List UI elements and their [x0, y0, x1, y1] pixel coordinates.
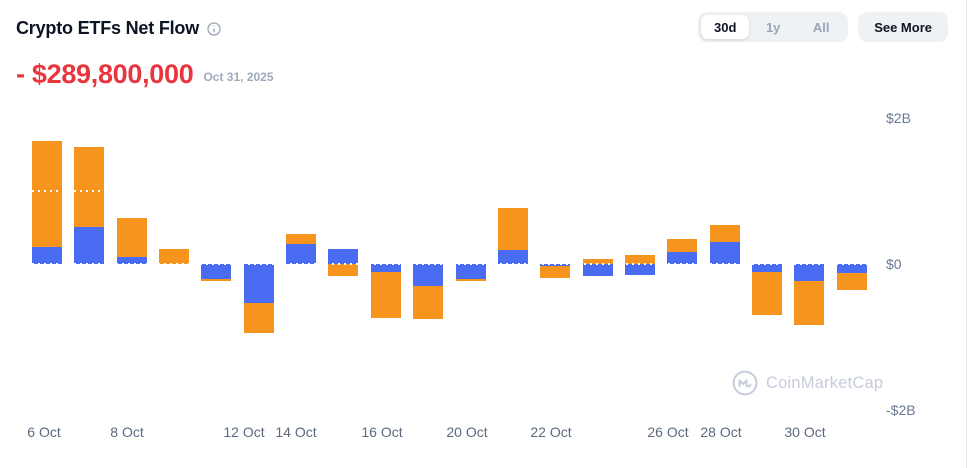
bar-segment-blue[interactable]: [116, 257, 147, 264]
bar-segment-blue[interactable]: [794, 264, 825, 281]
watermark-label: CoinMarketCap: [766, 373, 884, 392]
gridline-overlay: [20, 117, 870, 119]
x-axis-label: 8 Oct: [110, 424, 144, 440]
bar-segment-orange[interactable]: [159, 248, 190, 264]
bar-segment-blue[interactable]: [243, 264, 274, 304]
x-axis-label: 26 Oct: [647, 424, 689, 440]
bar-segment-blue[interactable]: [582, 264, 613, 277]
bar-segment-orange[interactable]: [667, 239, 698, 253]
bar-segment-blue[interactable]: [836, 264, 867, 273]
page-title: Crypto ETFs Net Flow: [16, 18, 200, 38]
bar-segment-blue[interactable]: [328, 248, 359, 264]
bar-segment-orange[interactable]: [582, 258, 613, 264]
header: Crypto ETFs Net Flow: [16, 18, 221, 39]
bar-segment-orange[interactable]: [74, 146, 105, 227]
bar-segment-orange[interactable]: [243, 303, 274, 333]
bar-segment-blue[interactable]: [455, 264, 486, 279]
range-button-1y[interactable]: 1y: [749, 15, 797, 39]
bar-segment-blue[interactable]: [201, 264, 232, 280]
y-axis-label: -$2B: [886, 402, 916, 418]
gridline-overlay: [20, 336, 870, 338]
gridline-overlay: [20, 409, 870, 411]
bar-segment-blue[interactable]: [370, 264, 401, 272]
page-edge-divider: [966, 0, 967, 468]
x-axis-label: 14 Oct: [275, 424, 317, 440]
bar-segment-orange[interactable]: [32, 140, 62, 248]
x-axis-label: 30 Oct: [784, 424, 826, 440]
bar-segment-orange[interactable]: [497, 207, 528, 251]
bar-segment-orange[interactable]: [836, 272, 867, 291]
bar-segment-orange[interactable]: [413, 285, 444, 319]
bar-segment-orange[interactable]: [624, 255, 655, 264]
bar-segment-orange[interactable]: [709, 224, 740, 243]
bar-segment-orange[interactable]: [794, 280, 825, 325]
netflow-value: - $289,800,000: [16, 59, 194, 89]
bar-segment-orange[interactable]: [370, 272, 401, 318]
range-button-all[interactable]: All: [797, 15, 845, 39]
header-controls: 30d 1y All See More: [698, 12, 948, 42]
headline: - $289,800,000 Oct 31, 2025: [16, 59, 274, 90]
bar-segment-blue[interactable]: [667, 252, 698, 264]
x-axis-label: 20 Oct: [446, 424, 488, 440]
x-axis-label: 22 Oct: [530, 424, 572, 440]
bar-segment-blue[interactable]: [74, 226, 105, 264]
see-more-button[interactable]: See More: [858, 12, 948, 42]
bar-segment-blue[interactable]: [624, 264, 655, 275]
coinmarketcap-logo-icon: [732, 370, 758, 396]
range-selector: 30d 1y All: [698, 12, 849, 42]
netflow-date: Oct 31, 2025: [203, 69, 274, 84]
gridline-overlay: [20, 190, 870, 192]
bar-segment-orange[interactable]: [455, 278, 486, 282]
watermark: CoinMarketCap: [732, 370, 883, 396]
range-button-30d[interactable]: 30d: [701, 15, 750, 39]
bar-segment-orange[interactable]: [328, 264, 359, 277]
bar-segment-blue[interactable]: [413, 264, 444, 286]
bar-segment-blue[interactable]: [286, 244, 317, 264]
bar-segment-orange[interactable]: [540, 265, 571, 278]
bar-segment-blue[interactable]: [497, 250, 528, 264]
bar-segment-blue[interactable]: [709, 242, 740, 264]
bar-segment-orange[interactable]: [752, 272, 782, 316]
bar-segment-orange[interactable]: [201, 279, 232, 282]
x-axis-label: 16 Oct: [361, 424, 403, 440]
y-axis-label: $0: [886, 256, 902, 272]
gridline-overlay: [20, 263, 870, 265]
bar-segment-blue[interactable]: [32, 247, 62, 264]
x-axis-label: 12 Oct: [223, 424, 265, 440]
x-axis-label: 6 Oct: [27, 424, 61, 440]
info-icon[interactable]: [207, 21, 221, 36]
bar-segment-blue[interactable]: [752, 264, 782, 272]
y-axis-label: $2B: [886, 110, 911, 126]
bar-segment-orange[interactable]: [116, 218, 147, 258]
bar-segment-orange[interactable]: [286, 234, 317, 245]
x-axis-label: 28 Oct: [700, 424, 742, 440]
